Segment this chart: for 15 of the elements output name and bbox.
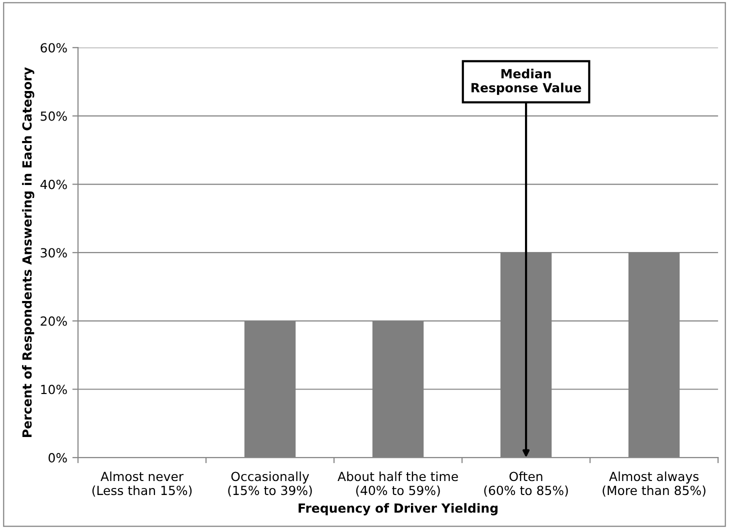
y-tick-label: 50% <box>40 111 67 121</box>
x-tick-label: Almost always (More than 85%) <box>602 471 706 497</box>
x-tick-label: About half the time (40% to 59%) <box>338 471 458 497</box>
x-axis-title: Frequency of Driver Yielding <box>298 503 498 516</box>
y-axis-title: Percent of Respondents Answering in Each Category <box>22 67 34 438</box>
x-tick-label: Often (60% to 85%) <box>484 471 568 497</box>
x-tick-label: Occasionally (15% to 39%) <box>228 471 312 497</box>
y-tick-label: 30% <box>40 248 67 258</box>
y-tick-label: 60% <box>40 43 67 53</box>
x-tick-label: Almost never (Less than 15%) <box>92 471 192 497</box>
annotation: Median Response Value <box>472 68 582 95</box>
y-tick-label: 0% <box>48 453 67 463</box>
y-tick-label: 20% <box>40 316 67 326</box>
y-tick-label: 40% <box>40 180 67 190</box>
y-tick-label: 10% <box>41 384 67 394</box>
